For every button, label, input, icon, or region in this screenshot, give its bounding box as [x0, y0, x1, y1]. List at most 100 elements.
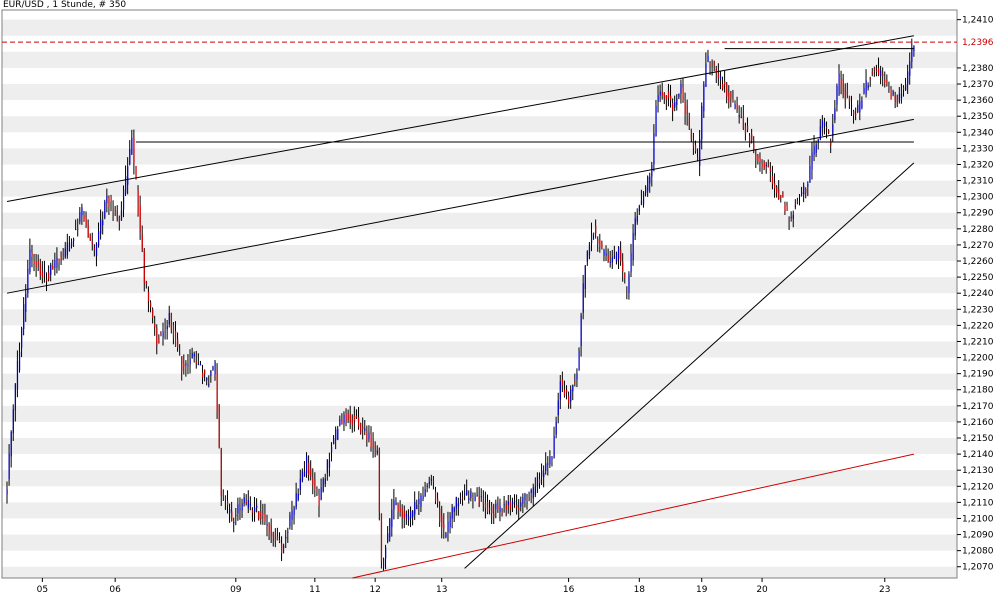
candle-body: [555, 422, 557, 435]
candle-body: [472, 496, 474, 499]
candle-body: [730, 91, 732, 99]
candle-body: [177, 339, 179, 348]
grid-band: [2, 84, 957, 101]
candle-body: [116, 210, 118, 219]
candle-body: [16, 360, 19, 390]
candle-body: [871, 72, 873, 74]
candle-body: [803, 185, 805, 195]
candle-body: [528, 497, 530, 500]
candle-body: [634, 218, 636, 236]
candle-body: [131, 137, 133, 155]
candle-body: [491, 505, 493, 514]
candle-body: [659, 91, 661, 96]
candle-body: [736, 103, 738, 111]
candle-body: [509, 500, 512, 509]
candle-body: [507, 501, 509, 506]
candle-body: [189, 358, 191, 365]
candle-body: [397, 504, 399, 513]
candle-body: [387, 533, 389, 542]
candle-body: [206, 377, 208, 381]
candle-body: [139, 205, 141, 233]
grid-band: [2, 438, 957, 455]
candle-body: [73, 239, 75, 241]
y-tick-label: 1,2250: [962, 273, 994, 283]
candle-body: [782, 192, 784, 198]
candle-body: [297, 493, 299, 500]
candle-body: [262, 513, 264, 516]
candle-body: [410, 510, 412, 519]
candle-body: [41, 271, 44, 278]
candle-body: [316, 489, 318, 492]
candle-body: [746, 125, 749, 130]
candle-body: [137, 190, 139, 216]
candle-body: [532, 487, 534, 499]
candle-body: [715, 68, 717, 73]
candle-body: [888, 87, 890, 89]
candle-body: [270, 525, 272, 536]
candle-body: [553, 436, 555, 458]
candle-body: [823, 122, 826, 127]
candle-body: [210, 370, 212, 376]
candle-body: [426, 485, 428, 488]
candle-body: [405, 513, 408, 517]
candle-body: [179, 353, 181, 355]
candle-body: [351, 419, 353, 425]
candle-body: [256, 505, 258, 509]
candle-body: [18, 352, 21, 371]
candle-body: [724, 81, 726, 85]
candle-body: [441, 516, 443, 528]
candle-body: [869, 78, 871, 80]
candle-body: [618, 247, 620, 259]
candle-body: [501, 511, 503, 514]
candle-body: [66, 242, 69, 256]
candle-body: [480, 496, 482, 498]
candle-body: [320, 486, 322, 500]
candle-body: [464, 493, 466, 495]
candle-body: [380, 513, 383, 562]
candle-body: [624, 272, 626, 278]
candle-body: [765, 164, 767, 167]
candle-body: [834, 108, 836, 121]
candle-body: [499, 506, 501, 513]
candle-body: [335, 429, 337, 440]
candle-body: [690, 129, 693, 140]
candle-body: [595, 225, 597, 234]
candle-body: [873, 67, 876, 71]
candle-body: [349, 414, 351, 423]
candle-body: [840, 78, 842, 86]
candle-body: [362, 426, 364, 429]
candle-body: [243, 497, 245, 504]
candle-body: [272, 532, 274, 537]
candle-body: [77, 228, 79, 230]
candle-body: [703, 83, 705, 112]
candle-body: [166, 325, 168, 330]
candle-body: [174, 330, 177, 347]
candle-body: [478, 496, 480, 507]
candle-body: [432, 480, 435, 482]
candle-body: [83, 214, 85, 222]
candle-body: [778, 189, 780, 200]
y-tick-label: 1,2350: [962, 112, 994, 122]
candle-body: [341, 419, 343, 425]
candle-body: [202, 372, 204, 378]
candle-body: [518, 507, 520, 510]
candle-body: [576, 373, 578, 380]
candle-body: [347, 412, 349, 420]
candle-body: [526, 502, 528, 504]
candle-body: [896, 96, 898, 104]
candle-body: [514, 500, 516, 503]
candle-body: [709, 63, 711, 65]
candle-body: [39, 263, 41, 275]
candle-body: [318, 494, 320, 507]
candle-body: [89, 235, 91, 241]
grid-band: [2, 148, 957, 165]
candle-body: [813, 145, 815, 155]
candle-body: [10, 431, 12, 457]
candle-body: [58, 259, 60, 263]
grid-bands: [2, 19, 957, 578]
candle-body: [882, 74, 884, 76]
x-axis: 05 06 09 11 12 13 16 18 19 20 23: [37, 578, 890, 595]
candle-body: [738, 115, 740, 117]
candle-body: [21, 328, 23, 348]
